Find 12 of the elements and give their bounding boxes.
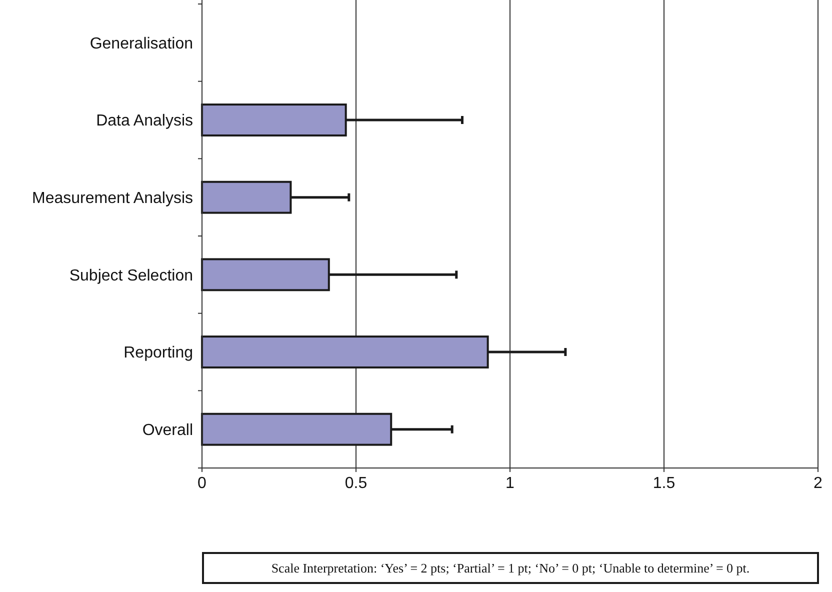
x-tick-label: 0.5 (344, 475, 368, 492)
y-tick-label: Subject Selection (69, 267, 193, 284)
y-tick-label: Overall (142, 422, 193, 439)
y-tick-label: Reporting (124, 344, 193, 362)
text: Scale Interpretation: ‘Yes’ = 2 pts; ‘Partial’ = 1 pt; ‘No’ = 0 pt; ‘Unable to determine’ = 0 pt. (271, 560, 750, 576)
x-tick-label: 2 (814, 475, 823, 492)
x-tick-label: 0 (198, 475, 207, 492)
x-tick-label: 1.5 (652, 475, 676, 492)
y-tick-label: Generalisation (90, 35, 193, 52)
y-tick-label: Data Analysis (96, 112, 193, 130)
x-tick-label: 1 (506, 475, 515, 492)
y-tick-label: Measurement Analysis (32, 190, 193, 207)
